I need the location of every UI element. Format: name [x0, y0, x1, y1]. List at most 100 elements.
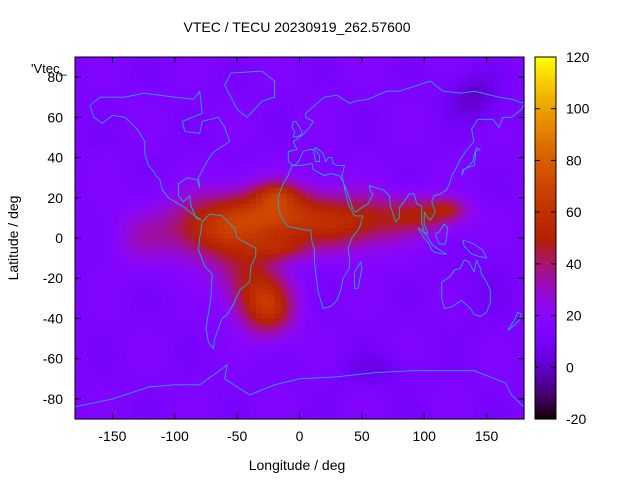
- heatmap-cell: [405, 293, 413, 299]
- heatmap-cell: [124, 323, 132, 330]
- heatmap-cell: [287, 92, 294, 98]
- heatmap-cell: [411, 298, 419, 304]
- heatmap-cell: [417, 398, 425, 405]
- heatmap-cell: [405, 313, 413, 320]
- heatmap-cell: [305, 222, 313, 229]
- heatmap-cell: [249, 227, 257, 234]
- heatmap-cell: [293, 132, 301, 139]
- heatmap-cell: [287, 87, 294, 93]
- heatmap-cell: [305, 162, 313, 169]
- heatmap-cell: [311, 258, 319, 264]
- heatmap-cell: [368, 232, 375, 239]
- heatmap-cell: [293, 363, 301, 370]
- heatmap-cell: [374, 182, 382, 189]
- heatmap-cell: [368, 192, 375, 199]
- heatmap-cell: [318, 303, 326, 309]
- heatmap-cell: [131, 403, 138, 410]
- heatmap-cell: [131, 127, 138, 134]
- heatmap-cell: [162, 358, 170, 365]
- heatmap-cell: [424, 62, 432, 68]
- heatmap-cell: [361, 388, 369, 395]
- heatmap-cell: [93, 293, 101, 299]
- heatmap-cell: [474, 298, 481, 304]
- heatmap-cell: [474, 187, 481, 194]
- heatmap-cell: [393, 408, 400, 415]
- heatmap-cell: [480, 303, 488, 309]
- heatmap-cell: [480, 358, 488, 365]
- heatmap-cell: [330, 393, 338, 400]
- heatmap-cell: [330, 338, 338, 345]
- heatmap-cell: [405, 147, 413, 154]
- heatmap-cell: [143, 222, 151, 229]
- heatmap-cell: [305, 268, 313, 274]
- heatmap-cell: [436, 373, 444, 380]
- heatmap-cell: [268, 172, 276, 179]
- heatmap-cell: [137, 232, 145, 239]
- heatmap-cell: [442, 408, 450, 415]
- heatmap-cell: [124, 77, 132, 83]
- heatmap-cell: [411, 132, 419, 139]
- heatmap-cell: [474, 182, 481, 189]
- heatmap-cell: [386, 328, 394, 335]
- heatmap-cell: [311, 343, 319, 350]
- heatmap-cell: [405, 127, 413, 134]
- heatmap-cell: [467, 57, 475, 63]
- heatmap-cell: [411, 268, 419, 274]
- heatmap-cell: [255, 212, 263, 219]
- heatmap-cell: [492, 238, 500, 244]
- heatmap-cell: [380, 202, 388, 209]
- heatmap-cell: [492, 393, 500, 400]
- heatmap-cell: [343, 413, 350, 420]
- heatmap-cell: [405, 112, 413, 118]
- heatmap-cell: [255, 393, 263, 400]
- heatmap-cell: [118, 107, 126, 113]
- heatmap-cell: [324, 62, 332, 68]
- heatmap-cell: [249, 373, 257, 380]
- heatmap-cell: [355, 343, 363, 350]
- heatmap-cell: [467, 288, 475, 294]
- heatmap-cell: [330, 398, 338, 405]
- heatmap-cell: [417, 353, 425, 360]
- heatmap-cell: [399, 378, 407, 385]
- heatmap-cell: [87, 238, 95, 244]
- heatmap-cell: [168, 263, 176, 269]
- heatmap-cell: [411, 278, 419, 284]
- heatmap-cell: [205, 172, 213, 179]
- heatmap-cell: [181, 353, 188, 360]
- heatmap-cell: [430, 323, 438, 330]
- heatmap-cell: [75, 152, 82, 159]
- heatmap-cell: [449, 323, 457, 330]
- heatmap-cell: [467, 122, 475, 128]
- heatmap-cell: [205, 162, 213, 169]
- heatmap-cell: [224, 197, 232, 204]
- heatmap-cell: [249, 182, 257, 189]
- heatmap-cell: [118, 152, 126, 159]
- heatmap-cell: [311, 333, 319, 340]
- heatmap-cell: [318, 92, 326, 98]
- heatmap-cell: [293, 348, 301, 355]
- heatmap-cell: [243, 388, 251, 395]
- heatmap-cell: [224, 318, 232, 325]
- heatmap-cell: [293, 278, 301, 284]
- heatmap-cell: [187, 243, 195, 249]
- heatmap-cell: [118, 57, 126, 63]
- heatmap-cell: [330, 227, 338, 234]
- heatmap-cell: [424, 187, 432, 194]
- heatmap-cell: [355, 182, 363, 189]
- heatmap-cell: [149, 197, 157, 204]
- heatmap-cell: [75, 202, 82, 209]
- heatmap-cell: [386, 207, 394, 214]
- heatmap-cell: [349, 313, 357, 320]
- heatmap-cell: [280, 393, 288, 400]
- heatmap-cell: [112, 338, 120, 345]
- heatmap-cell: [324, 202, 332, 209]
- heatmap-cell: [230, 263, 238, 269]
- heatmap-cell: [430, 288, 438, 294]
- heatmap-cell: [455, 87, 463, 93]
- heatmap-cell: [417, 388, 425, 395]
- heatmap-cell: [368, 62, 375, 68]
- heatmap-cell: [181, 152, 188, 159]
- heatmap-cell: [255, 227, 263, 234]
- heatmap-cell: [193, 202, 201, 209]
- heatmap-cell: [405, 117, 413, 123]
